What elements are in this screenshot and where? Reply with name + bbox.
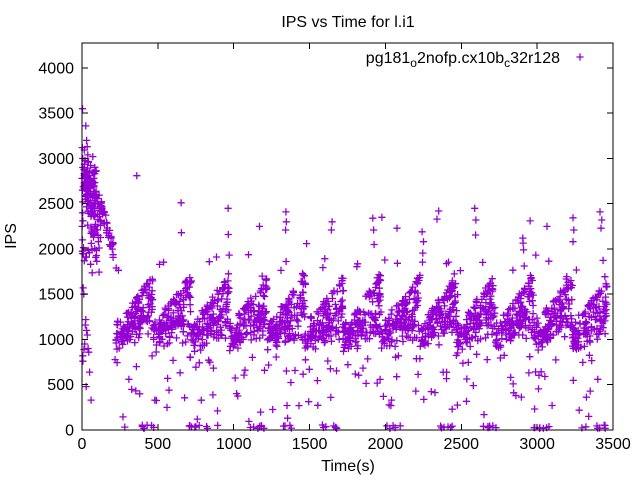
x-tick-label: 1000 <box>216 436 252 453</box>
x-tick-label: 3000 <box>519 436 555 453</box>
plot-border <box>81 42 614 431</box>
legend: pg181o2nofp.cx10bc32r128 <box>366 50 584 70</box>
y-tick-label: 4000 <box>38 60 74 77</box>
y-tick-label: 500 <box>47 377 74 394</box>
x-tick-label: 0 <box>78 436 87 453</box>
y-axis-tick-labels: 0 500 1000 1500 2000 2500 3000 3500 4000 <box>38 60 74 439</box>
y-tick-label: 1500 <box>38 287 74 304</box>
y-tick-label: 3500 <box>38 106 74 123</box>
chart-title: IPS vs Time for l.i1 <box>281 14 414 31</box>
x-axis-tick-labels: 0 500 1000 1500 2000 2500 3000 3500 <box>78 436 631 453</box>
y-tick-label: 2000 <box>38 241 74 258</box>
x-tick-label: 2500 <box>443 436 479 453</box>
legend-label: pg181o2nofp.cx10bc32r128 <box>366 50 560 70</box>
x-tick-label: 2000 <box>368 436 404 453</box>
x-tick-label: 1500 <box>292 436 328 453</box>
x-tick-label: 3500 <box>595 436 631 453</box>
y-tick-label: 3000 <box>38 151 74 168</box>
y-tick-label: 2500 <box>38 196 74 213</box>
legend-marker-icon <box>576 53 584 61</box>
y-axis-ticks <box>82 67 613 431</box>
y-tick-label: 1000 <box>38 332 74 349</box>
scatter-points <box>78 105 611 432</box>
x-tick-label: 500 <box>145 436 172 453</box>
y-axis-label: IPS <box>3 223 20 249</box>
y-tick-label: 0 <box>65 423 74 440</box>
x-axis-ticks <box>81 43 614 430</box>
x-axis-label: Time(s) <box>321 458 375 475</box>
